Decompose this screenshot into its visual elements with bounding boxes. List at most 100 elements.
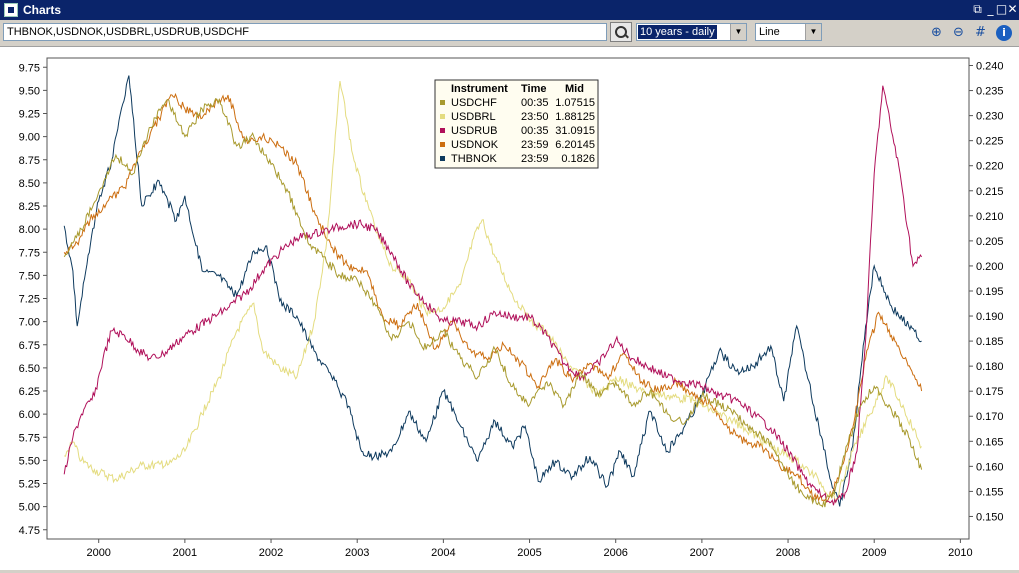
- x-tick-label: 2002: [259, 547, 283, 559]
- legend-mid: 0.1826: [561, 153, 595, 165]
- legend-time: 00:35: [521, 125, 549, 137]
- left-tick-label: 6.00: [19, 409, 40, 421]
- legend-time: 00:35: [521, 97, 549, 109]
- left-tick-label: 4.75: [19, 525, 40, 537]
- legend-swatch: [440, 114, 445, 119]
- right-tick-label: 0.230: [976, 111, 1004, 123]
- restore-icon[interactable]: ⧉: [973, 2, 982, 16]
- right-tick-label: 0.190: [976, 311, 1004, 323]
- right-tick-label: 0.165: [976, 436, 1004, 448]
- series-line-thbnok: [63, 75, 922, 507]
- right-tick-label: 0.155: [976, 486, 1004, 498]
- chart-type-select[interactable]: Line ▼: [755, 23, 822, 41]
- right-tick-label: 0.225: [976, 136, 1004, 148]
- right-tick-label: 0.185: [976, 336, 1004, 348]
- legend-header: Mid: [565, 83, 584, 95]
- left-tick-label: 8.00: [19, 224, 40, 236]
- left-tick-label: 8.75: [19, 155, 40, 167]
- legend-swatch: [440, 100, 445, 105]
- left-tick-label: 8.50: [19, 178, 40, 190]
- x-tick-label: 2004: [431, 547, 455, 559]
- left-tick-label: 7.50: [19, 270, 40, 282]
- x-tick-label: 2010: [948, 547, 972, 559]
- left-tick-label: 7.25: [19, 294, 40, 306]
- series-line-usdbrl: [64, 81, 922, 504]
- right-tick-label: 0.240: [976, 61, 1004, 73]
- x-tick-label: 2006: [603, 547, 627, 559]
- legend-mid: 31.0915: [555, 125, 595, 137]
- left-tick-label: 8.25: [19, 201, 40, 213]
- zoom-out-icon[interactable]: ⊖: [953, 25, 964, 40]
- window-title: Charts: [23, 3, 62, 17]
- chart-area: 9.75 9.50 9.25 9.00 8.75 8.50 8.25 8.00 7.75 7.50…: [0, 47, 1019, 570]
- right-tick-label: 0.215: [976, 186, 1004, 198]
- left-tick-label: 9.50: [19, 85, 40, 97]
- x-tick-label: 2001: [173, 547, 197, 559]
- x-tick-label: 2008: [776, 547, 800, 559]
- x-tick-label: 2007: [690, 547, 714, 559]
- series-lines: [63, 75, 923, 508]
- grid-icon[interactable]: #: [975, 25, 986, 40]
- left-tick-label: 9.00: [19, 132, 40, 144]
- legend-swatch: [440, 128, 445, 133]
- right-tick-label: 0.170: [976, 411, 1004, 423]
- right-tick-label: 0.195: [976, 286, 1004, 298]
- chart-svg: 9.75 9.50 9.25 9.00 8.75 8.50 8.25 8.00 7.75 7.50…: [19, 57, 1004, 559]
- left-tick-label: 6.75: [19, 340, 40, 352]
- right-tick-label: 0.200: [976, 261, 1004, 273]
- legend-time: 23:59: [521, 153, 549, 165]
- series-line-usdnok: [63, 92, 923, 504]
- period-value: 10 years - daily: [638, 25, 717, 39]
- legend-mid: 1.07515: [555, 97, 595, 109]
- toolbar: 10 years - daily ▼ Line ▼ ⊕ ⊖ # i: [0, 20, 1019, 47]
- legend-box: Instrument Time Mid USDCHF 00:35 1.07515 USDBR…: [434, 79, 599, 169]
- left-tick-label: 5.50: [19, 455, 40, 467]
- left-tick-label: 5.25: [19, 479, 40, 491]
- right-tick-label: 0.160: [976, 461, 1004, 473]
- legend-mid: 6.20145: [555, 139, 595, 151]
- search-icon[interactable]: [610, 22, 632, 42]
- left-tick-label: 6.50: [19, 363, 40, 375]
- x-tick-label: 2009: [862, 547, 886, 559]
- legend-header: Time: [521, 83, 546, 95]
- legend-background: [434, 79, 599, 169]
- left-tick-label: 5.00: [19, 502, 40, 514]
- right-tick-label: 0.220: [976, 161, 1004, 173]
- series-line-usdrub: [63, 85, 923, 506]
- window-titlebar: Charts ⧉ _ □ ✕: [0, 0, 1019, 20]
- symbols-input[interactable]: [3, 23, 607, 41]
- left-tick-label: 9.75: [19, 62, 40, 74]
- legend-mid: 1.88125: [555, 111, 595, 123]
- legend-time: 23:59: [521, 139, 549, 151]
- right-axis: 0.240 0.235 0.230 0.225 0.220 0.215 0.210 0.205…: [969, 61, 1004, 523]
- x-axis: 2000 2001 2002 2003 2004 2005 2006 2007 2008 2009…: [86, 539, 973, 559]
- period-select[interactable]: 10 years - daily ▼: [636, 23, 747, 41]
- legend-instrument: USDNOK: [451, 139, 499, 151]
- right-tick-label: 0.175: [976, 386, 1004, 398]
- right-tick-label: 0.210: [976, 211, 1004, 223]
- right-tick-label: 0.150: [976, 511, 1004, 523]
- left-tick-label: 5.75: [19, 432, 40, 444]
- legend-instrument: USDBRL: [451, 111, 496, 123]
- close-icon[interactable]: ✕: [1007, 2, 1018, 16]
- chevron-down-icon[interactable]: ▼: [730, 24, 746, 40]
- left-tick-label: 7.00: [19, 317, 40, 329]
- legend-header: Instrument: [451, 83, 508, 95]
- chevron-down-icon[interactable]: ▼: [805, 24, 821, 40]
- zoom-in-icon[interactable]: ⊕: [931, 25, 942, 40]
- app-icon: [4, 3, 18, 17]
- legend-swatch: [440, 156, 445, 161]
- chart-type-value: Line: [759, 26, 780, 38]
- left-tick-label: 6.25: [19, 386, 40, 398]
- legend-time: 23:50: [521, 111, 549, 123]
- legend-swatch: [440, 142, 445, 147]
- right-tick-label: 0.205: [976, 236, 1004, 248]
- x-tick-label: 2003: [345, 547, 369, 559]
- minimize-icon[interactable]: _: [987, 2, 994, 16]
- legend-instrument: THBNOK: [451, 153, 498, 165]
- right-tick-label: 0.180: [976, 361, 1004, 373]
- info-icon[interactable]: i: [996, 25, 1012, 41]
- left-tick-label: 9.25: [19, 109, 40, 121]
- maximize-icon[interactable]: □: [995, 2, 1008, 16]
- series-line-usdchf: [63, 98, 923, 508]
